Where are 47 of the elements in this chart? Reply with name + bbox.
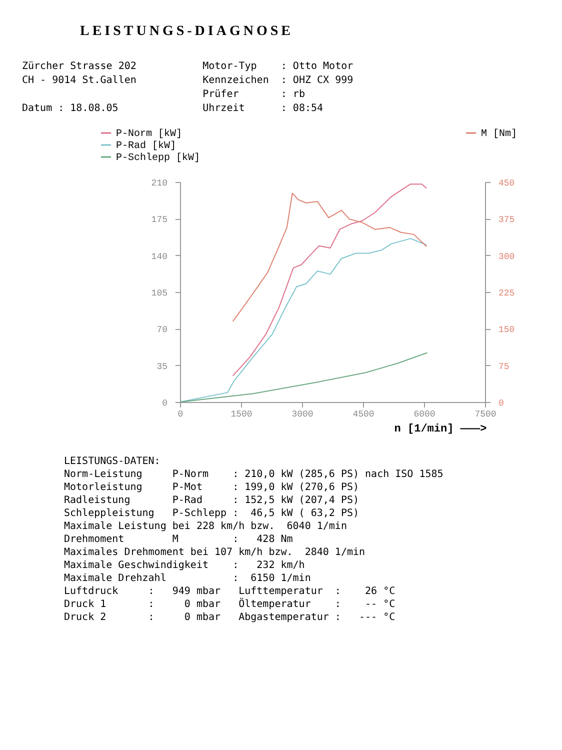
y-tick-label: 175 (151, 215, 168, 226)
legend-label: P-Rad [kW] (116, 140, 176, 152)
x-tick-label: 4500 (352, 410, 374, 420)
line-series (180, 352, 428, 402)
x-tick-label: 1500 (230, 410, 252, 420)
text: Maximale Geschwindigkeit : 232 km/h (64, 560, 305, 571)
y2-tick-label: 300 (498, 252, 515, 262)
legend-label: M [Nm] (481, 128, 518, 140)
text: Maximale Drehzahl : 6150 1/min (64, 573, 311, 584)
y-tick-label: 35 (156, 362, 168, 372)
text: Drehmoment M : 428 Nm (64, 534, 293, 545)
y2-tick-label: 75 (498, 362, 510, 372)
text: Motorleistung P-Mot : 199,0 kW (270,6 PS) (64, 482, 360, 493)
y2-tick-label: 150 (498, 325, 515, 336)
text: Maximale Leistung bei 228 km/h bzw. 6040 1/min (64, 521, 347, 532)
text: Zürcher Strasse 202 Motor-Typ : Otto Motor (22, 61, 354, 72)
chart-title: LEISTUNGS-DIAGNOSE (80, 24, 294, 40)
line-series (232, 184, 428, 376)
legend-label: P-Norm [kW] (116, 128, 182, 140)
text: Maximales Drehmoment bei 107 km/h bzw. 2840 1/min (64, 547, 366, 558)
text: Datum : 18.08.05 Uhrzeit : 08:54 (22, 103, 324, 114)
y-tick-label: 105 (151, 288, 168, 298)
line-series (180, 238, 428, 402)
text: Druck 1 : 0 mbar Öltemperatur : -- °C (64, 599, 396, 610)
y2-tick-label: 375 (498, 215, 515, 226)
text: Druck 2 : 0 mbar Abgastemperatur : --- °C (64, 612, 396, 623)
text: LEISTUNGS-DATEN: (64, 456, 160, 467)
text: Luftdruck : 949 mbar Lufttemperatur : 26 °C (64, 586, 396, 597)
y-tick-label: 140 (151, 252, 168, 262)
x-tick-label: 6000 (414, 410, 436, 420)
text: Schleppleistung P-Schlepp : 46,5 kW ( 63,2 PS) (64, 508, 360, 519)
y-tick-label: 70 (156, 325, 168, 336)
x-tick-label: 0 (178, 410, 184, 420)
x-tick-label: 7500 (474, 410, 496, 420)
legend-label: P-Schlepp [kW] (116, 152, 200, 164)
y2-tick-label: 225 (498, 288, 515, 298)
x-axis-title: n [1/min] ———> (394, 424, 488, 436)
y2-tick-label: 0 (498, 398, 504, 408)
text: Norm-Leistung P-Norm : 210,0 kW (285,6 PS) nach ISO 1585 (64, 469, 444, 480)
y2-tick-label: 450 (498, 178, 515, 188)
text: Prüfer : rb (202, 89, 305, 100)
y-tick-label: 210 (151, 178, 168, 188)
line-series (232, 192, 428, 322)
text: Radleistung P-Rad : 152,5 kW (207,4 PS) (64, 495, 360, 506)
y-tick-label: 0 (162, 398, 168, 408)
x-tick-label: 3000 (292, 410, 314, 420)
text: CH - 9014 St.Gallen Kennzeichen : OHZ CX 999 (22, 75, 354, 86)
